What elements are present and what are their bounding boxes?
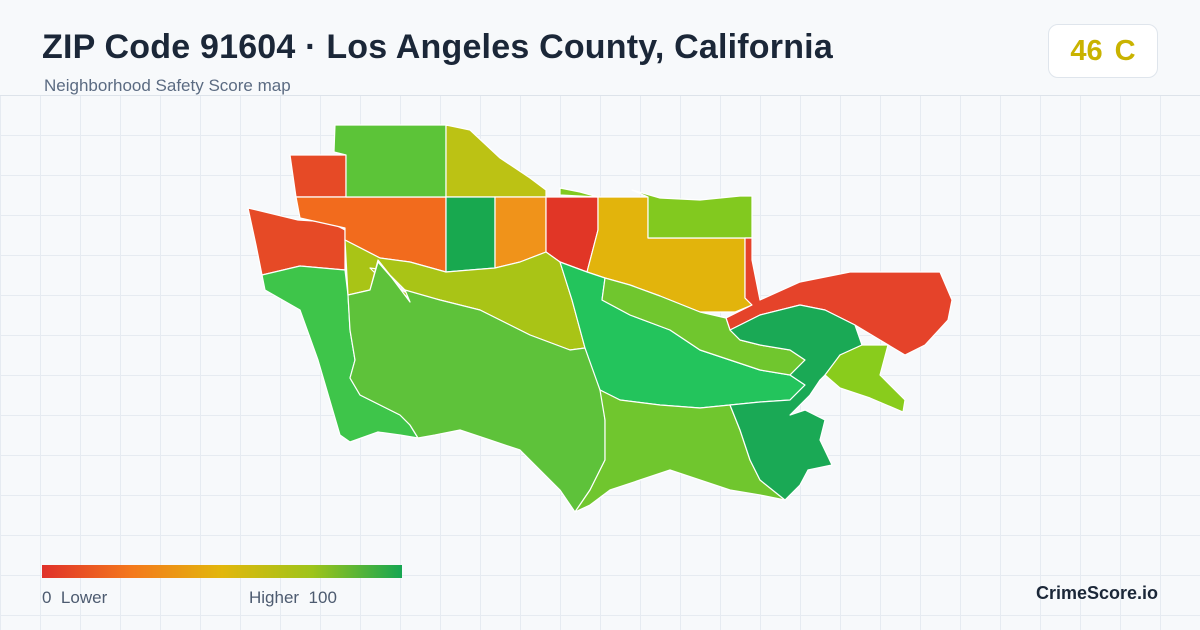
region-west-red[interactable] [289, 154, 347, 198]
brand-logo-text: CrimeScore.io [1035, 583, 1158, 603]
region-northeast-lime[interactable] [631, 189, 753, 239]
safety-grade: C [1114, 34, 1136, 67]
region-north-olive[interactable] [445, 124, 547, 198]
region-north-hill[interactable] [333, 124, 447, 198]
legend-max-label: Higher [249, 588, 300, 607]
safety-score-badge: 46 C [1048, 24, 1158, 78]
region-center-green[interactable] [445, 196, 496, 273]
page-subtitle: Neighborhood Safety Score map [44, 76, 291, 95]
header-divider [0, 95, 1200, 96]
region-east-lime[interactable] [824, 344, 906, 413]
region-northeast-lime[interactable] [559, 187, 599, 198]
legend-max-value: 100 [308, 588, 337, 607]
legend-min-value: 0 [42, 588, 52, 607]
legend-max: Higher 100 [249, 588, 337, 608]
legend-min: 0 Lower [42, 588, 107, 608]
safety-score-value: 46 [1070, 34, 1103, 67]
region-south-lime[interactable] [574, 389, 786, 513]
legend-color-scale [42, 565, 402, 578]
page-title: ZIP Code 91604 · Los Angeles County, Cal… [42, 28, 833, 66]
legend-min-label: Lower [60, 588, 108, 607]
